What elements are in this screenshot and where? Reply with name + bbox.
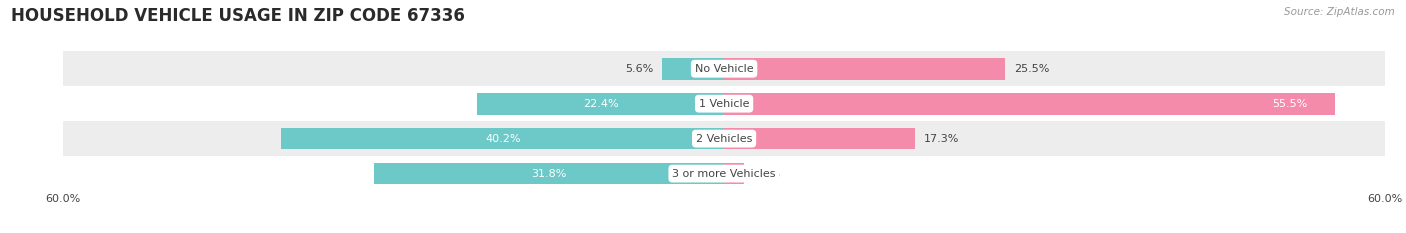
Bar	[724, 128, 915, 150]
Bar	[478, 93, 724, 115]
Text: 2 Vehicles: 2 Vehicles	[696, 134, 752, 144]
Text: 31.8%: 31.8%	[531, 169, 567, 178]
Bar	[662, 58, 724, 80]
Bar	[724, 58, 1005, 80]
Text: 1.8%: 1.8%	[752, 169, 782, 178]
Text: 3 or more Vehicles: 3 or more Vehicles	[672, 169, 776, 178]
Bar	[63, 86, 1385, 121]
Text: Source: ZipAtlas.com: Source: ZipAtlas.com	[1284, 7, 1395, 17]
Bar	[63, 156, 1385, 191]
Text: 17.3%: 17.3%	[924, 134, 959, 144]
Bar	[63, 51, 1385, 86]
Text: 55.5%: 55.5%	[1272, 99, 1308, 109]
Text: HOUSEHOLD VEHICLE USAGE IN ZIP CODE 67336: HOUSEHOLD VEHICLE USAGE IN ZIP CODE 6733…	[11, 7, 465, 25]
Bar	[63, 121, 1385, 156]
Text: 22.4%: 22.4%	[583, 99, 619, 109]
Text: 25.5%: 25.5%	[1014, 64, 1049, 74]
Text: No Vehicle: No Vehicle	[695, 64, 754, 74]
Bar	[724, 163, 744, 185]
Text: 40.2%: 40.2%	[485, 134, 520, 144]
Bar	[724, 93, 1336, 115]
Text: 5.6%: 5.6%	[626, 64, 654, 74]
Text: 1 Vehicle: 1 Vehicle	[699, 99, 749, 109]
Bar	[374, 163, 724, 185]
Bar	[281, 128, 724, 150]
